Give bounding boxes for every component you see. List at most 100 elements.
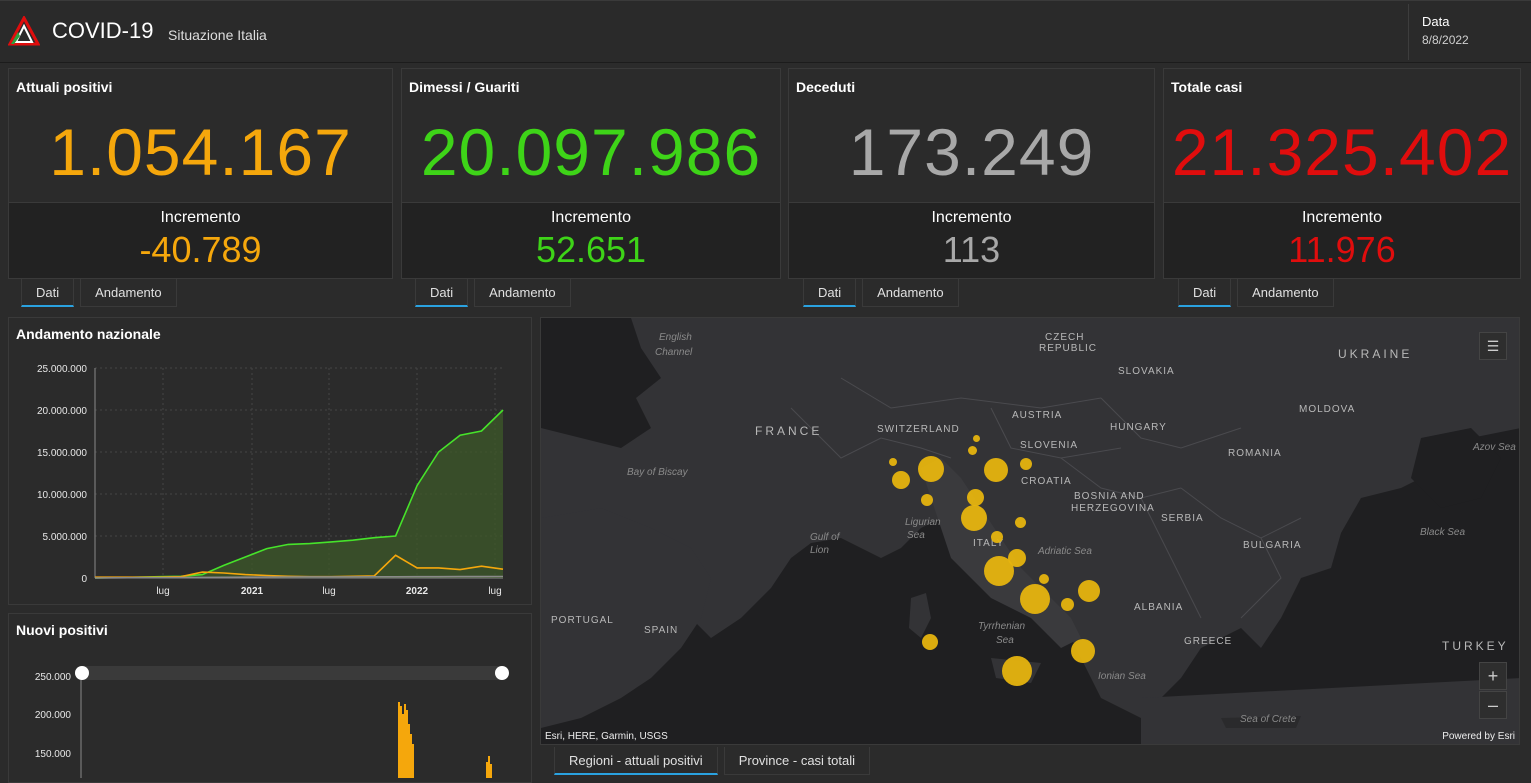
card-value: 21.325.402 <box>1171 115 1513 189</box>
new-positives-chart[interactable]: 250.000 200.000 150.000 <box>9 644 531 778</box>
card-value: 173.249 <box>848 115 1095 189</box>
zoom-in-button[interactable]: + <box>1479 662 1507 690</box>
powered-by-esri[interactable]: Powered by Esri <box>1442 731 1515 742</box>
map-sea-ligurian: Ligurian <box>905 517 941 528</box>
map-label-romania: ROMANIA <box>1228 448 1282 459</box>
card-tabs-dimessi: Dati Andamento <box>415 279 577 307</box>
map-sea-channel: Channel <box>655 347 693 358</box>
map-label-czech: CZECH <box>1045 332 1085 343</box>
map-sea-biscay: Bay of Biscay <box>627 467 688 478</box>
x-tick-label: lug <box>322 586 335 597</box>
header-bar <box>0 0 1531 63</box>
card-tabs-attuali: Dati Andamento <box>21 279 183 307</box>
range-slider-track[interactable] <box>81 666 503 680</box>
tab-province[interactable]: Province - casi totali <box>723 747 871 775</box>
map-tabs: Regioni - attuali positivi Province - cas… <box>554 747 876 775</box>
map-label-herzegovina: HERZEGOVINA <box>1071 503 1155 514</box>
region-bubble[interactable] <box>984 458 1008 482</box>
national-trend-panel: Andamento nazionale 25.000.000 20.000.000… <box>8 317 532 605</box>
map-label-turkey: TURKEY <box>1442 639 1509 653</box>
card-title: Deceduti <box>796 79 856 95</box>
map-label-spain: SPAIN <box>644 625 679 636</box>
tab-andamento[interactable]: Andamento <box>862 279 959 307</box>
zoom-out-button[interactable]: – <box>1479 691 1507 719</box>
region-bubble[interactable] <box>1008 549 1026 567</box>
date-panel <box>1408 4 1531 60</box>
map-label-greece: GREECE <box>1184 636 1233 647</box>
tab-dati[interactable]: Dati <box>21 279 75 307</box>
region-bubble[interactable] <box>1015 517 1026 528</box>
card-totale-casi: Totale casi 21.325.402 Incremento 11.976 <box>1163 68 1521 279</box>
region-bubble[interactable] <box>991 531 1003 543</box>
map-label-slovakia: SLOVAKIA <box>1118 366 1175 377</box>
region-bubble[interactable] <box>968 446 977 455</box>
region-bubble[interactable] <box>1078 580 1100 602</box>
region-bubble[interactable] <box>1020 458 1032 470</box>
x-tick-label: 2022 <box>406 586 429 597</box>
map-sea-adriatic: Adriatic Sea <box>1038 546 1092 557</box>
card-value: 1.054.167 <box>49 115 352 189</box>
y-tick-label: 150.000 <box>35 749 72 760</box>
map-label-ukraine: UKRAINE <box>1338 347 1413 361</box>
card-value: 20.097.986 <box>420 115 762 189</box>
region-bubble[interactable] <box>1071 639 1095 663</box>
card-attuali-positivi: Attuali positivi 1.054.167 Incremento -4… <box>8 68 393 279</box>
card-increment-value: 11.976 <box>1288 229 1396 270</box>
legend-list-icon[interactable]: ☰ <box>1479 332 1507 360</box>
map-sea-crete: Sea of Crete <box>1240 714 1297 725</box>
region-bubble[interactable] <box>1061 598 1074 611</box>
region-bubble[interactable] <box>967 489 984 506</box>
map-label-hungary: HUNGARY <box>1110 422 1167 433</box>
y-tick-label: 25.000.000 <box>37 364 87 375</box>
map-land <box>541 318 1519 744</box>
national-trend-chart[interactable]: 25.000.000 20.000.000 15.000.000 10.000.000… <box>9 348 531 604</box>
map-sea-azov: Azov Sea <box>1473 442 1516 453</box>
region-bubble[interactable] <box>1002 656 1032 686</box>
tab-dati[interactable]: Dati <box>415 279 469 307</box>
card-tabs-totale: Dati Andamento <box>1178 279 1340 307</box>
card-increment-label: Incremento <box>160 209 241 226</box>
card-title: Dimessi / Guariti <box>409 79 520 95</box>
map-label-moldova: MOLDOVA <box>1299 404 1356 415</box>
map-label-bosnia: BOSNIA AND <box>1074 491 1145 502</box>
regions-map[interactable]: CZECH REPUBLIC UKRAINE SLOVAKIA MOLDOVA … <box>540 317 1520 745</box>
map-sea-tyrrhenian-sea: Sea <box>996 635 1014 646</box>
range-slider-handle-left[interactable] <box>75 666 89 680</box>
series-area <box>95 410 503 578</box>
panel-title: Nuovi positivi <box>16 622 108 638</box>
map-label-bulgaria: BULGARIA <box>1243 540 1302 551</box>
region-bubble[interactable] <box>889 458 897 466</box>
map-sea-black: Black Sea <box>1420 527 1466 538</box>
card-title: Totale casi <box>1171 79 1243 95</box>
region-bubble[interactable] <box>984 556 1014 586</box>
panel-title: Andamento nazionale <box>16 326 161 342</box>
region-bubble[interactable] <box>892 471 910 489</box>
protezione-civile-logo-icon <box>8 16 40 46</box>
region-bubble[interactable] <box>961 505 987 531</box>
tab-andamento[interactable]: Andamento <box>474 279 571 307</box>
range-slider-handle-right[interactable] <box>495 666 509 680</box>
map-label-switzerland: SWITZERLAND <box>877 424 960 435</box>
tab-regioni[interactable]: Regioni - attuali positivi <box>554 747 718 775</box>
map-label-austria: AUSTRIA <box>1012 410 1063 421</box>
region-bubble[interactable] <box>921 494 933 506</box>
card-tabs-deceduti: Dati Andamento <box>803 279 965 307</box>
map-sea-tyrrhenian: Tyrrhenian <box>978 621 1026 632</box>
card-increment-value: 113 <box>942 229 1001 270</box>
y-tick-label: 15.000.000 <box>37 448 87 459</box>
tab-andamento[interactable]: Andamento <box>80 279 177 307</box>
region-bubble[interactable] <box>973 435 980 442</box>
tab-dati[interactable]: Dati <box>1178 279 1232 307</box>
app-subtitle: Situazione Italia <box>168 27 267 43</box>
y-tick-label: 10.000.000 <box>37 490 87 501</box>
region-bubble[interactable] <box>918 456 944 482</box>
region-bubble[interactable] <box>1039 574 1049 584</box>
card-increment-label: Incremento <box>931 209 1012 226</box>
region-bubble[interactable] <box>1020 584 1050 614</box>
tab-andamento[interactable]: Andamento <box>1237 279 1334 307</box>
tab-dati[interactable]: Dati <box>803 279 857 307</box>
region-bubble[interactable] <box>922 634 938 650</box>
card-increment-label: Incremento <box>1301 209 1383 226</box>
x-tick-label: lug <box>488 586 501 597</box>
map-label-republic: REPUBLIC <box>1039 343 1098 354</box>
